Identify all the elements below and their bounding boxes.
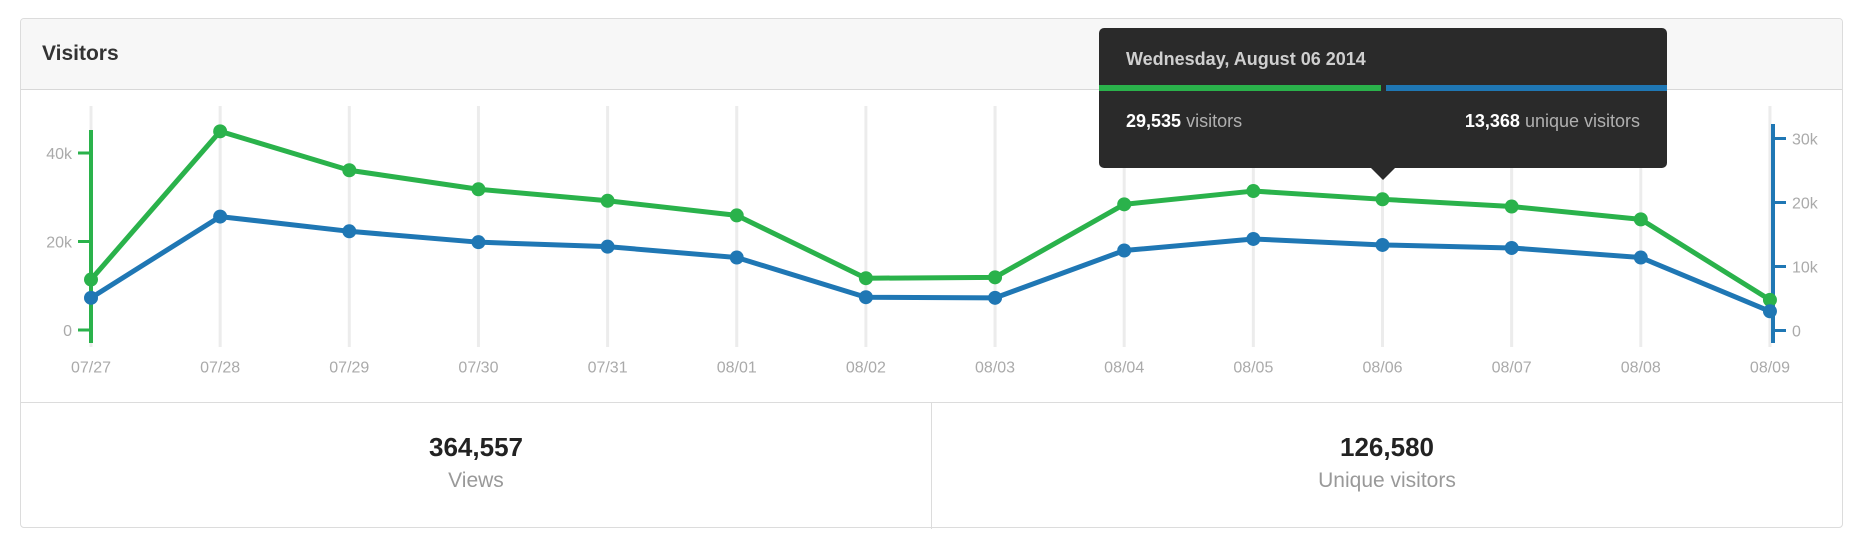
x-axis-label: 07/28 bbox=[200, 359, 240, 376]
visitors-point[interactable] bbox=[471, 182, 486, 197]
unique-visitors-point[interactable] bbox=[471, 235, 486, 250]
right-axis-tick-label: 10k bbox=[1792, 260, 1819, 277]
chart-tooltip: Wednesday, August 06 2014 29,535 visitor… bbox=[1099, 28, 1667, 180]
unique-visitors-label: Unique visitors bbox=[1318, 468, 1456, 492]
visitors-point[interactable] bbox=[988, 270, 1003, 285]
unique-visitors-color-bar bbox=[1385, 85, 1667, 91]
x-axis-label: 07/31 bbox=[588, 359, 628, 376]
unique-visitors-point[interactable] bbox=[1762, 304, 1777, 319]
right-axis-tick-label: 20k bbox=[1792, 196, 1819, 213]
unique-visitors-point[interactable] bbox=[858, 290, 873, 305]
views-count: 364,557 bbox=[429, 431, 523, 462]
x-axis-label: 07/27 bbox=[71, 359, 111, 376]
x-axis-label: 07/29 bbox=[329, 359, 369, 376]
unique-visitors-count: 126,580 bbox=[1340, 431, 1434, 462]
visitors-panel: Visitors 07/27 07/28 07/29 07/30 07/31 08/01 0… bbox=[20, 18, 1843, 529]
visitors-point[interactable] bbox=[1633, 212, 1648, 227]
tooltip-color-bar bbox=[1099, 85, 1667, 91]
x-axis-label: 08/04 bbox=[1104, 359, 1144, 376]
views-stat: 364,557 Views bbox=[21, 403, 931, 529]
visitors-point[interactable] bbox=[213, 124, 228, 139]
tooltip-values: 29,535 visitors 13,368 unique visitors bbox=[1099, 91, 1667, 132]
right-axis-tick-label: 30k bbox=[1792, 132, 1819, 149]
visitors-point[interactable] bbox=[342, 163, 357, 178]
unique-visitors-point[interactable] bbox=[1246, 231, 1261, 246]
unique-visitors-point[interactable] bbox=[1375, 237, 1390, 252]
x-axis-label: 08/08 bbox=[1621, 359, 1661, 376]
visitors-line bbox=[88, 128, 1773, 303]
unique-visitors-stat: 126,580 Unique visitors bbox=[931, 403, 1842, 529]
x-axis-label: 08/06 bbox=[1362, 359, 1402, 376]
unique-visitors-point[interactable] bbox=[1633, 250, 1648, 265]
unique-visitors-point[interactable] bbox=[988, 290, 1003, 305]
x-axis-label: 08/01 bbox=[717, 359, 757, 376]
unique-visitors-point[interactable] bbox=[84, 290, 98, 305]
visitors-point[interactable] bbox=[1762, 292, 1777, 307]
x-axis-label: 08/02 bbox=[846, 359, 886, 376]
visitors-point[interactable] bbox=[858, 271, 873, 286]
traffic-chart: 07/27 07/28 07/29 07/30 07/31 08/01 08/02 08/03… bbox=[21, 28, 1843, 402]
right-axis-tick-label: 0 bbox=[1792, 324, 1801, 341]
visitors-point[interactable] bbox=[1504, 199, 1519, 214]
x-axis-label: 08/03 bbox=[975, 359, 1015, 376]
unique-visitors-point[interactable] bbox=[342, 224, 357, 239]
tooltip-unique-value: 13,368 bbox=[1464, 111, 1520, 131]
panel-title: Visitors bbox=[42, 42, 119, 65]
visitors-point[interactable] bbox=[1117, 197, 1132, 212]
visitors-color-bar bbox=[1099, 85, 1381, 91]
left-axis-tick-label: 40k bbox=[46, 146, 73, 163]
left-axis-tick-label: 20k bbox=[46, 235, 73, 252]
unique-visitors-point[interactable] bbox=[600, 239, 615, 254]
unique-visitors-point[interactable] bbox=[1117, 243, 1132, 258]
x-axis-label: 08/05 bbox=[1233, 359, 1273, 376]
tooltip-date: Wednesday, August 06 2014 bbox=[1126, 49, 1366, 69]
unique-visitors-point[interactable] bbox=[213, 209, 228, 224]
visitors-chart-svg[interactable]: 07/27 07/28 07/29 07/30 07/31 08/01 08/02 08/03… bbox=[21, 90, 1843, 402]
visitors-point[interactable] bbox=[600, 193, 615, 208]
unique-visitors-line bbox=[88, 214, 1773, 314]
x-axis-label: 08/09 bbox=[1750, 359, 1790, 376]
x-axis-label: 07/30 bbox=[458, 359, 498, 376]
tooltip-caret-icon bbox=[1370, 167, 1396, 180]
tooltip-visitors: 29,535 visitors bbox=[1126, 111, 1242, 132]
tooltip-visitors-value: 29,535 bbox=[1126, 111, 1182, 131]
unique-visitors-point[interactable] bbox=[1504, 240, 1519, 255]
summary-stats: 364,557 Views 126,580 Unique visitors bbox=[21, 402, 1842, 529]
visitors-point[interactable] bbox=[84, 272, 98, 287]
tooltip-unique: 13,368 unique visitors bbox=[1465, 111, 1640, 132]
x-axis-label: 08/07 bbox=[1492, 359, 1532, 376]
visitors-point[interactable] bbox=[729, 208, 744, 223]
visitors-point[interactable] bbox=[1375, 192, 1390, 207]
tooltip-visitors-label: visitors bbox=[1186, 111, 1243, 131]
left-axis-tick-label: 0 bbox=[63, 323, 72, 340]
visitors-point[interactable] bbox=[1246, 184, 1261, 199]
unique-visitors-point[interactable] bbox=[729, 250, 744, 265]
tooltip-unique-label: unique visitors bbox=[1524, 111, 1640, 131]
views-label: Views bbox=[448, 468, 504, 492]
